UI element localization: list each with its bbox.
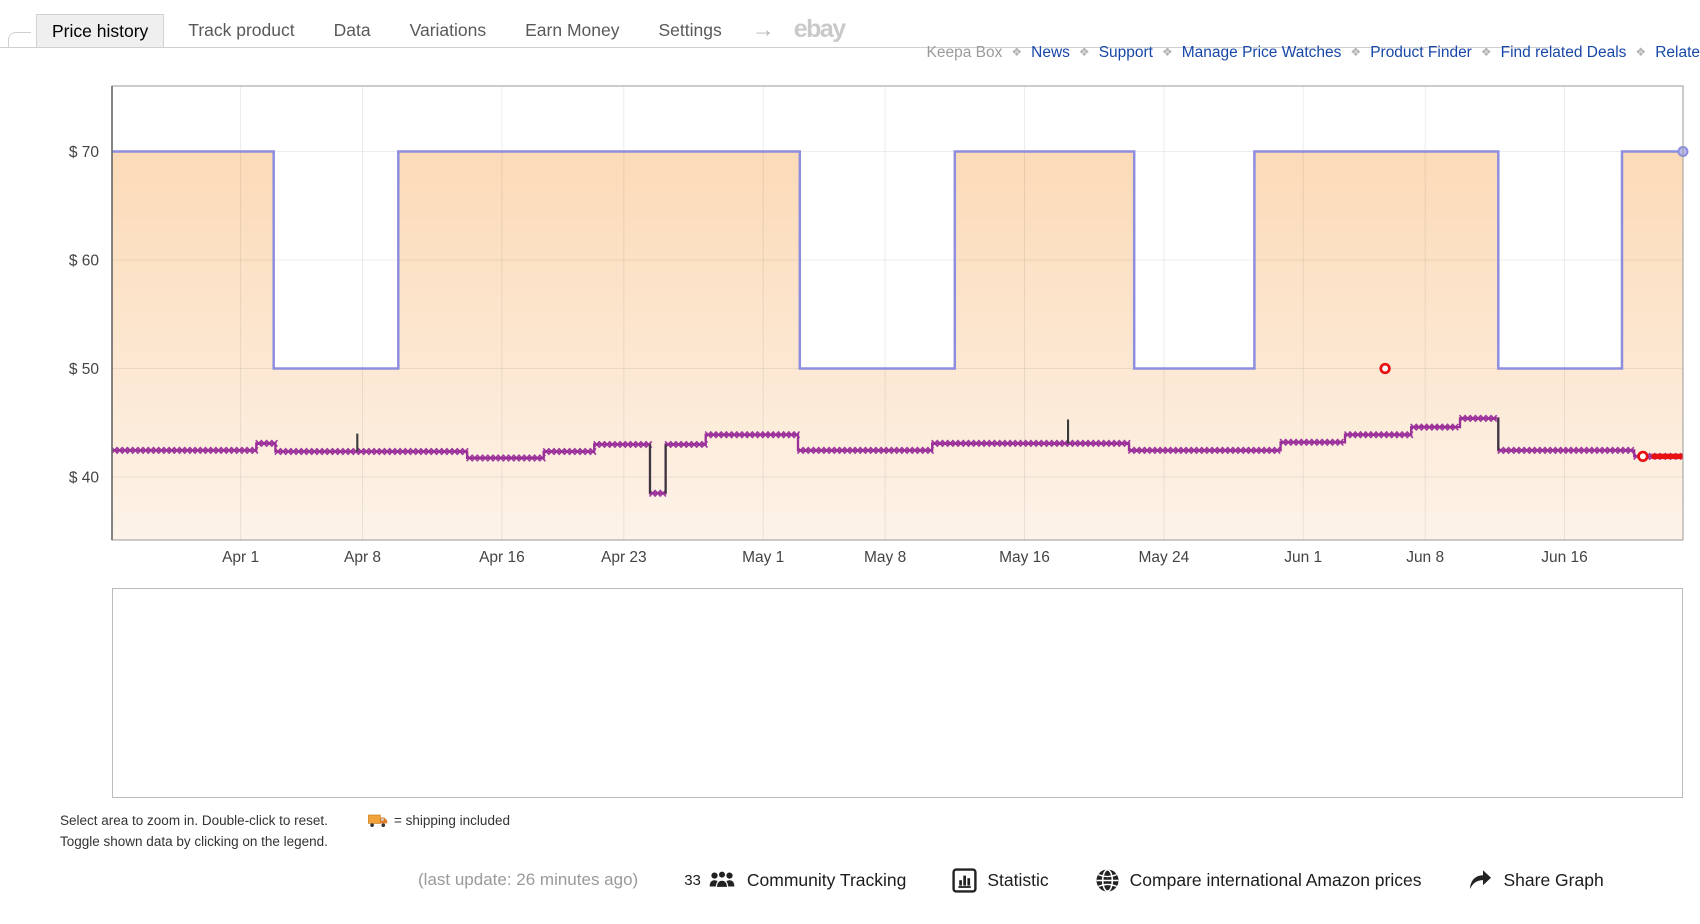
community-tracking-label: Community Tracking bbox=[746, 869, 907, 890]
y-axis-label: $ 60 bbox=[69, 253, 100, 270]
link-product-finder[interactable]: Product Finder bbox=[1370, 44, 1472, 61]
community-tracking-button[interactable]: 33 Community Tracking bbox=[684, 870, 906, 891]
link-relate[interactable]: Relate bbox=[1655, 44, 1700, 61]
red-ring-marker bbox=[1379, 362, 1391, 375]
note-legend: Toggle shown data by clicking on the leg… bbox=[60, 834, 328, 849]
clover-separator-icon: ❖ bbox=[1011, 45, 1023, 59]
note-zoom: Select area to zoom in. Double-click to … bbox=[60, 813, 328, 828]
shipping-included-label: = shipping included bbox=[394, 813, 510, 828]
x-axis-label: Jun 16 bbox=[1541, 549, 1588, 566]
tab-settings[interactable]: Settings bbox=[658, 20, 722, 40]
amazon-price-area bbox=[112, 151, 1683, 540]
x-axis-label: Apr 8 bbox=[344, 549, 381, 566]
x-axis-label: May 16 bbox=[999, 549, 1050, 566]
footer-actions: (last update: 26 minutes ago) 33 Communi… bbox=[418, 858, 1604, 902]
share-graph-button[interactable]: Share Graph bbox=[1467, 868, 1604, 892]
last-update-text: (last update: 26 minutes ago) bbox=[418, 870, 639, 889]
tab-data[interactable]: Data bbox=[333, 20, 371, 40]
y-axis-label: $ 50 bbox=[69, 361, 100, 378]
price-history-chart[interactable]: $ 70 $ 60 $ 50 $ 40 Apr 1 Apr 8 Apr 16 Apr 23 Ma… bbox=[0, 0, 1700, 580]
globe-icon bbox=[1095, 868, 1120, 893]
shipping-included-note: = shipping included bbox=[368, 810, 510, 831]
clover-separator-icon: ❖ bbox=[1635, 45, 1647, 59]
clover-separator-icon: ❖ bbox=[1480, 45, 1492, 59]
compare-international-button[interactable]: Compare international Amazon prices bbox=[1095, 868, 1422, 893]
ebay-logo[interactable]: ebay bbox=[793, 14, 846, 43]
link-support[interactable]: Support bbox=[1098, 44, 1153, 61]
link-find-related-deals[interactable]: Find related Deals bbox=[1500, 44, 1627, 61]
tab-bar: Price history Track product Data Variations… bbox=[0, 6, 1700, 48]
x-axis-label: May 8 bbox=[864, 549, 906, 566]
red-ring-marker bbox=[1637, 450, 1649, 463]
x-axis-label: Jun 1 bbox=[1284, 549, 1322, 566]
x-axis-label: Apr 1 bbox=[222, 549, 259, 566]
statistic-icon bbox=[952, 867, 977, 893]
share-arrow-icon bbox=[1467, 868, 1493, 892]
chart-usage-notes: Select area to zoom in. Double-click to … bbox=[60, 810, 328, 852]
tab-earn-money[interactable]: Earn Money bbox=[525, 20, 620, 40]
clover-separator-icon: ❖ bbox=[1078, 45, 1090, 59]
x-axis-label: Jun 8 bbox=[1406, 549, 1444, 566]
y-axis-label: $ 70 bbox=[69, 144, 100, 161]
statistic-label: Statistic bbox=[987, 869, 1049, 890]
link-manage-price-watches[interactable]: Manage Price Watches bbox=[1181, 44, 1342, 61]
y-axis-label: $ 40 bbox=[69, 470, 100, 487]
tabs: Price history Track product Data Variations… bbox=[36, 14, 846, 48]
amazon-price-line bbox=[112, 150, 1683, 370]
keepa-links-row: Keepa Box ❖ News ❖ Support ❖ Manage Price Watc… bbox=[0, 44, 1700, 66]
truck-icon bbox=[368, 813, 388, 828]
marketplace-new-line bbox=[112, 417, 1683, 495]
tab-bar-left-stub bbox=[8, 32, 31, 48]
tab-bar-underline bbox=[0, 47, 1560, 48]
arrow-right-icon: → bbox=[751, 16, 775, 42]
tab-track-product[interactable]: Track product bbox=[188, 20, 295, 40]
x-axis-label: Apr 23 bbox=[601, 549, 647, 566]
share-graph-label: Share Graph bbox=[1503, 869, 1604, 890]
subchart-area[interactable] bbox=[112, 588, 1683, 798]
community-tracking-count: 33 bbox=[684, 871, 701, 889]
tab-variations[interactable]: Variations bbox=[409, 20, 487, 40]
clover-separator-icon: ❖ bbox=[1350, 45, 1362, 59]
marketplace-new-x-markers bbox=[110, 414, 1682, 498]
keepa-box-label: Keepa Box bbox=[926, 44, 1003, 61]
clover-separator-icon: ❖ bbox=[1161, 45, 1173, 59]
community-people-icon bbox=[707, 869, 737, 891]
x-axis-label: May 1 bbox=[742, 549, 784, 566]
tab-price-history[interactable]: Price history bbox=[36, 14, 165, 48]
x-axis-label: May 24 bbox=[1138, 549, 1189, 566]
link-news[interactable]: News bbox=[1031, 44, 1070, 61]
x-axis-label: Apr 16 bbox=[479, 549, 525, 566]
compare-international-label: Compare international Amazon prices bbox=[1129, 869, 1422, 890]
statistic-button[interactable]: Statistic bbox=[952, 867, 1049, 893]
